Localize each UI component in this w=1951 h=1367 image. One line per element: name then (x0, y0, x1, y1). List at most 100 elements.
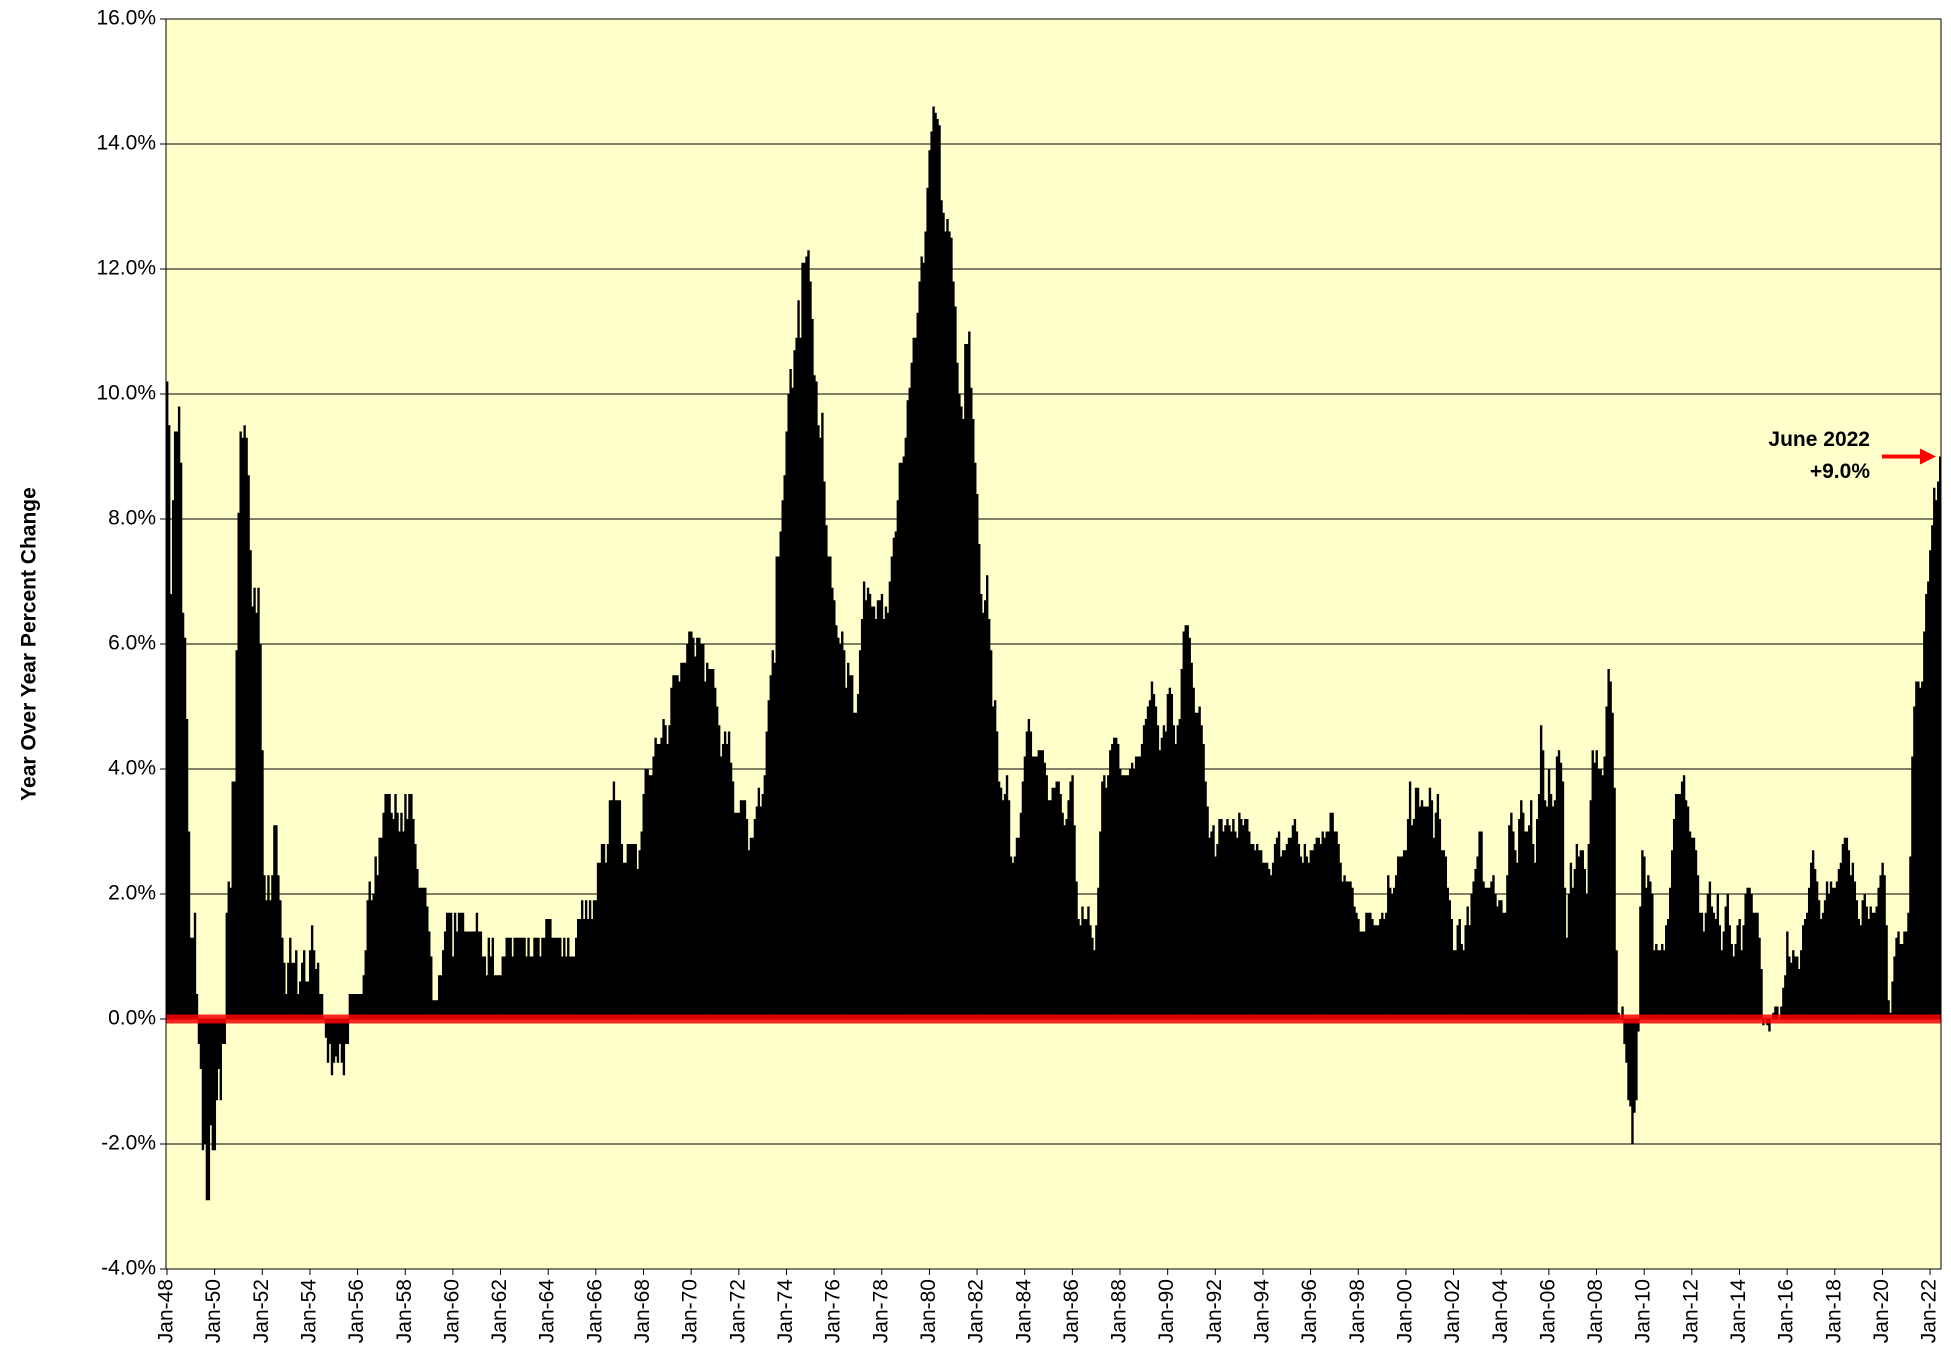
bar (870, 606, 874, 1019)
bar (1798, 969, 1801, 1019)
bar (517, 937, 520, 1019)
bar (1752, 912, 1755, 1019)
bar (1140, 744, 1144, 1019)
bar (1349, 881, 1352, 1019)
bar (1835, 881, 1839, 1019)
bar (1498, 900, 1501, 1019)
bar (1613, 787, 1616, 1019)
bar (984, 600, 987, 1019)
x-tick-label: Jan-12 (1679, 1279, 1702, 1343)
bar (1029, 731, 1033, 1019)
bar (1776, 1006, 1779, 1019)
bar (1865, 906, 1868, 1019)
bar (384, 794, 387, 1019)
x-tick-label: Jan-82 (965, 1279, 988, 1343)
bar (1780, 1006, 1783, 1019)
bar (1530, 800, 1533, 1019)
bar (1248, 831, 1251, 1019)
bar (269, 900, 272, 1019)
bar (576, 919, 580, 1019)
bar (495, 975, 498, 1019)
bar (575, 937, 578, 1019)
bar (287, 962, 290, 1019)
bar (1740, 950, 1743, 1019)
bar (598, 862, 602, 1019)
bar (654, 737, 657, 1019)
bar (1295, 831, 1299, 1019)
bar (167, 425, 171, 1019)
bar (378, 837, 381, 1019)
bar (1853, 881, 1857, 1019)
bar (1236, 837, 1239, 1019)
bar (668, 725, 671, 1019)
bar (785, 431, 788, 1019)
bar (1011, 862, 1015, 1019)
bar (997, 781, 1001, 1019)
bar (848, 675, 852, 1019)
bar (1230, 831, 1233, 1019)
bar (320, 994, 324, 1019)
bar (273, 825, 276, 1019)
bar (1400, 856, 1404, 1019)
bar (1309, 850, 1313, 1019)
bar (426, 906, 429, 1019)
bar (519, 937, 522, 1019)
bar (565, 956, 568, 1019)
bar (1522, 812, 1525, 1019)
bar (299, 981, 302, 1019)
bar (656, 744, 659, 1019)
bar (1641, 850, 1644, 1019)
bar (1500, 900, 1503, 1019)
bar (1061, 812, 1064, 1019)
bar (344, 1019, 348, 1044)
bar (436, 1000, 439, 1019)
bar (781, 500, 784, 1019)
bar (473, 931, 477, 1019)
bar (1166, 694, 1170, 1019)
bar (799, 337, 802, 1019)
bar (481, 956, 485, 1019)
bar (1813, 869, 1817, 1019)
bar (1649, 881, 1652, 1019)
bar (1609, 681, 1612, 1019)
bar (1204, 781, 1207, 1019)
bar (350, 994, 354, 1019)
bar (940, 200, 943, 1019)
bar (1269, 875, 1273, 1019)
bar (410, 794, 413, 1019)
bar (1293, 819, 1297, 1019)
bar (991, 706, 995, 1019)
bar (690, 631, 693, 1019)
bar (934, 112, 937, 1019)
bar (396, 812, 399, 1019)
bar (852, 712, 856, 1019)
bar (612, 781, 616, 1019)
bar (501, 956, 504, 1019)
bar (1138, 756, 1142, 1019)
annotation-text: June 2022 (1768, 428, 1870, 451)
bar (1484, 887, 1487, 1019)
bar (620, 844, 624, 1019)
bar (243, 425, 246, 1019)
bar (1861, 900, 1864, 1019)
bar (966, 344, 969, 1019)
bar (888, 581, 892, 1019)
bar (515, 937, 518, 1019)
bar (914, 337, 917, 1019)
x-tick-label: Jan-14 (1727, 1279, 1750, 1344)
bar (580, 900, 584, 1019)
bar (1379, 919, 1382, 1019)
bar (1653, 950, 1656, 1019)
bar (406, 819, 409, 1019)
bar (1702, 931, 1706, 1019)
bar (821, 412, 824, 1019)
x-tick-label: Jan-80 (917, 1279, 940, 1343)
bar (926, 187, 929, 1019)
bar (831, 587, 834, 1019)
bar (521, 937, 524, 1019)
bar (567, 937, 570, 1019)
bar (803, 262, 806, 1019)
bar (1246, 819, 1249, 1019)
bar (1877, 887, 1880, 1019)
bar (686, 644, 689, 1019)
